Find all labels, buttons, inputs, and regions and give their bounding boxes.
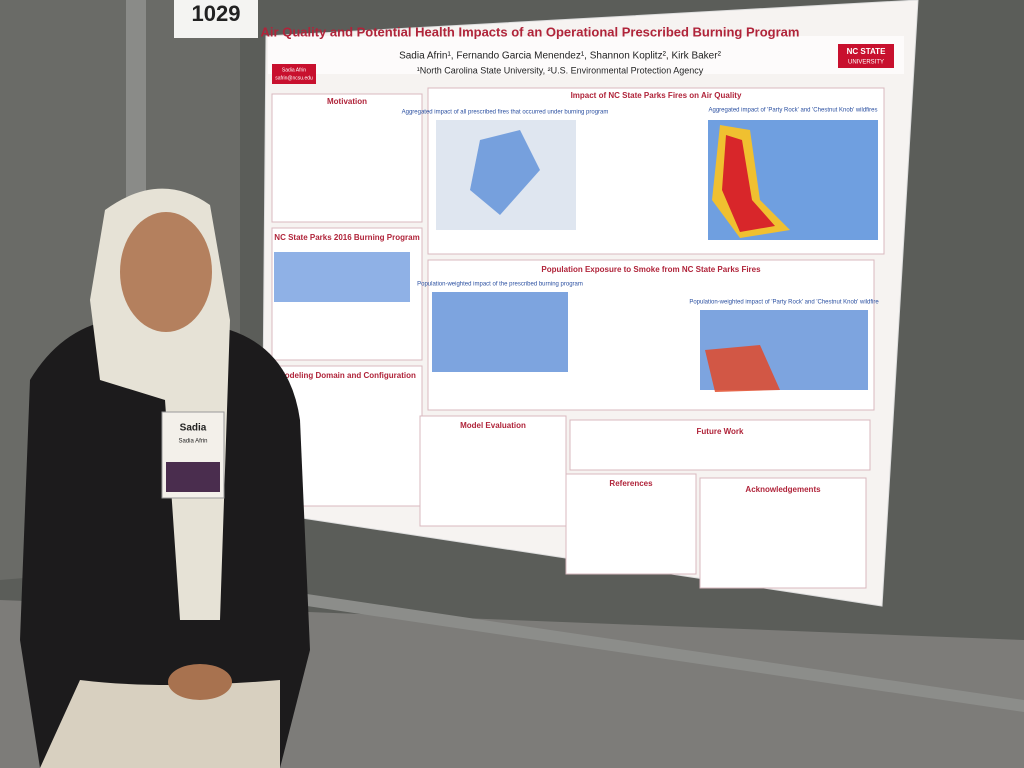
map-title: Aggregated impact of 'Party Rock' and 'C… [708,108,877,114]
skirt [40,680,280,768]
map-plume [470,130,540,215]
section-heading: Future Work [697,427,745,436]
poster-affiliation: ¹North Carolina State University, ²U.S. … [417,65,704,75]
poster-authors: Sadia Afrin¹, Fernando Garcia Menendez¹,… [399,51,721,62]
board-sign [174,0,258,38]
section-heading: Impact of NC State Parks Fires on Air Qu… [571,91,742,100]
board-edge [280,590,1024,712]
map-title: Population-weighted impact of the prescr… [417,282,583,288]
map [432,292,568,372]
section-heading: Modeling Domain and Configuration [278,371,416,380]
badge-full-name: Sadia Afrin [178,439,207,445]
author-box [272,64,316,84]
panel [565,473,697,575]
author-email: safrin@ncsu.edu [275,75,313,81]
map-title: Aggregated impact of all prescribed fire… [402,110,609,116]
map-plume [722,135,775,232]
map [274,252,410,302]
panel [271,93,423,223]
poster-title: Air Quality and Potential Health Impacts… [261,24,800,39]
badge-logo [166,462,220,492]
panel [699,477,867,589]
panel [419,415,567,527]
author-name: Sadia Afrin [282,67,306,73]
section-heading: Model Evaluation [460,421,526,430]
map-plume [705,345,780,392]
section-heading: Acknowledgements [745,485,821,494]
section-heading: NC State Parks 2016 Burning Program [274,233,419,242]
panel [569,419,871,471]
section-heading: Population Exposure to Smoke from NC Sta… [541,265,761,274]
poster-header [268,36,904,74]
face [120,212,212,332]
map-title: Population-weighted impact of 'Party Roc… [689,300,879,306]
hands [168,664,232,700]
board-number: 1029 [192,1,241,26]
logo-box [838,44,894,68]
logo-text: UNIVERSITY [848,60,884,66]
badge-name: Sadia [180,423,207,434]
section-heading: Motivation [327,97,367,106]
logo-text: NC STATE [847,47,886,56]
jacket [20,320,310,768]
section-heading: References [609,479,653,488]
